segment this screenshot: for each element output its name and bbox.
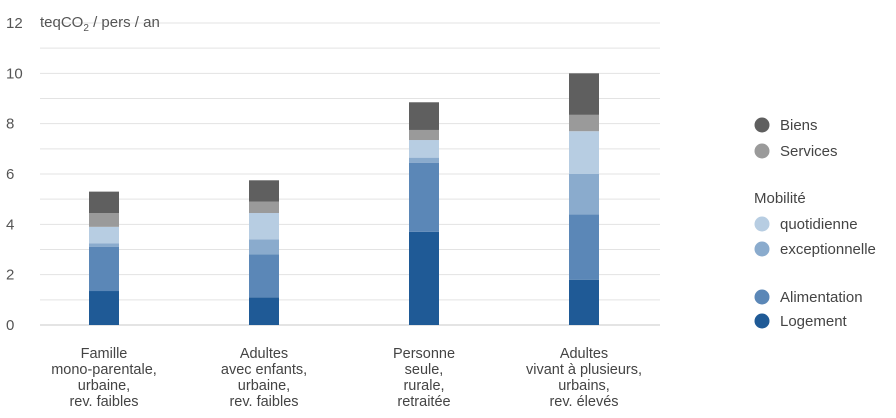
category-label-line: rev. faibles (69, 394, 138, 410)
gridlines (40, 22, 660, 326)
legend-swatch (754, 117, 770, 133)
legend-label: Biens (780, 117, 818, 134)
y-tick-label: 2 (6, 267, 14, 284)
bar-segment-quotidienne (89, 226, 119, 244)
y-axis-tick-labels: 0 2 4 6 8 10 12 (6, 15, 23, 334)
bars (89, 73, 599, 325)
bar-segment-quotidienne (409, 140, 439, 158)
category-label-line: seule, (405, 362, 444, 378)
bar-segment-exceptionnelle (249, 239, 279, 255)
category-label: Adultes avec enfants, urbaine, rev. faibles (221, 346, 307, 410)
legend-swatch (754, 313, 770, 329)
bar-segment-biens (409, 102, 439, 130)
unit-subscript: 2 (83, 23, 89, 34)
bar-segment-biens (89, 191, 119, 214)
bar-segment-services (569, 114, 599, 132)
y-tick-label: 0 (6, 317, 14, 334)
bar-segment-services (409, 129, 439, 141)
legend-label: Alimentation (780, 289, 863, 306)
category-label-line: vivant à plusieurs, (526, 362, 642, 378)
legend-swatch (754, 241, 770, 257)
bar-segment-logement (569, 279, 599, 325)
category-label-line: Personne (393, 346, 455, 362)
legend-swatch (754, 289, 770, 305)
category-label-line: Adultes (240, 346, 288, 362)
category-label-line: urbaine, (78, 378, 130, 394)
category-label-line: retraitée (397, 394, 450, 410)
category-label-line: Famille (81, 346, 128, 362)
category-label-line: urbains, (558, 378, 610, 394)
unit-main: teqCO (40, 14, 83, 31)
bar-segment-services (249, 201, 279, 214)
bar-segment-exceptionnelle (569, 174, 599, 215)
legend-label: Logement (780, 313, 848, 330)
category-label: Personne seule, rurale, retraitée (393, 346, 455, 410)
category-label-line: rurale, (403, 378, 444, 394)
y-tick-label: 6 (6, 166, 14, 183)
legend: Biens Services Mobilité quotidienne exceptio… (754, 117, 876, 330)
bar-segment-exceptionnelle (409, 157, 439, 163)
bar-segment-quotidienne (249, 213, 279, 240)
legend-group-heading: Mobilité (754, 190, 806, 207)
legend-swatch (754, 143, 770, 159)
y-tick-label: 12 (6, 15, 23, 32)
y-tick-label: 4 (6, 216, 14, 233)
category-label: Famille mono-parentale, urbaine, rev. faibl… (51, 346, 157, 410)
bar-segment-logement (249, 297, 279, 325)
bar-segment-exceptionnelle (89, 243, 119, 247)
bar-segment-biens (249, 180, 279, 202)
legend-label: exceptionnelle (780, 241, 876, 258)
bar-segment-logement (89, 291, 119, 325)
category-label-line: avec enfants, (221, 362, 307, 378)
bar-segment-alimentation (89, 246, 119, 292)
y-tick-label: 10 (6, 65, 23, 82)
bar-segment-alimentation (409, 162, 439, 232)
category-label-line: rev. faibles (229, 394, 298, 410)
category-label-line: rev. élevés (549, 394, 618, 410)
unit-tail: / pers / an (89, 14, 160, 31)
y-tick-label: 8 (6, 116, 14, 133)
category-label-line: Adultes (560, 346, 608, 362)
bar-segment-alimentation (249, 254, 279, 298)
legend-swatch (754, 216, 770, 232)
bar-segment-alimentation (569, 214, 599, 280)
bar-segment-logement (409, 231, 439, 325)
category-labels: Famille mono-parentale, urbaine, rev. faibl… (51, 346, 642, 410)
category-label-line: urbaine, (238, 378, 290, 394)
legend-label: quotidienne (780, 216, 858, 233)
legend-label: Services (780, 143, 838, 160)
bar-segment-quotidienne (569, 131, 599, 174)
y-axis-unit-label: teqCO2 / pers / an (40, 14, 160, 34)
category-label: Adultes vivant à plusieurs, urbains, rev. é… (526, 346, 642, 410)
category-label-line: mono-parentale, (51, 362, 157, 378)
bar-segment-biens (569, 73, 599, 115)
bar-segment-services (89, 213, 119, 227)
